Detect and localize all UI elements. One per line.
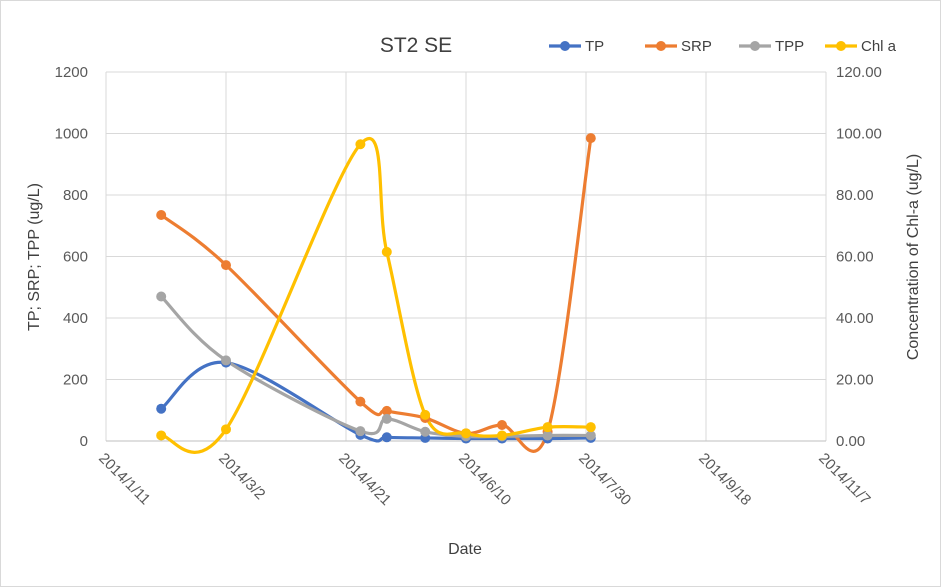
data-point-srp [585, 133, 596, 144]
data-point-srp [355, 396, 366, 407]
y2-tick-label: 60.00 [836, 249, 874, 266]
y2-tick-label: 100.00 [836, 126, 882, 143]
data-point-chl-a [156, 430, 167, 441]
data-point-chl-a [381, 246, 392, 257]
data-point-srp [497, 420, 507, 431]
data-point-chl-a [461, 428, 471, 439]
chart-title: ST2 SE [380, 34, 452, 57]
y-tick-label: 1000 [55, 126, 88, 143]
gridlines [105, 71, 827, 442]
legend-label-chl-a: Chl a [861, 38, 897, 55]
data-point-chl-a [585, 422, 596, 433]
x-tick-label: 2014/1/11 [95, 450, 153, 508]
legend-label-tp: TP [585, 38, 604, 55]
x-tick-label: 2014/4/21 [335, 450, 394, 509]
series-line-tp [159, 360, 593, 443]
data-point-tpp [156, 291, 167, 302]
x-tick-label: 2014/11/7 [815, 450, 873, 508]
data-point-tpp [585, 430, 596, 441]
series-line-tpp [159, 294, 593, 439]
y-axis-ticks: 0 200 400 600 800 1000 1200 [55, 64, 88, 450]
data-point-tpp [542, 430, 553, 441]
series-points [156, 133, 596, 444]
y-tick-label: 200 [63, 372, 88, 389]
y2-tick-label: 20.00 [836, 372, 874, 389]
data-point-chl-a [221, 424, 231, 435]
series-line-srp [159, 136, 593, 453]
data-point-srp [156, 209, 167, 220]
x-axis-title: Date [448, 541, 482, 558]
data-point-chl-a [497, 430, 507, 441]
data-point-chl-a [420, 409, 431, 420]
x-tick-label: 2014/9/18 [695, 450, 754, 509]
x-tick-label: 2014/3/2 [215, 450, 268, 503]
y2-tick-label: 40.00 [836, 310, 874, 327]
data-point-chl-a [542, 422, 553, 433]
series-line-chl-a [159, 136, 593, 454]
y2-tick-label: 0.00 [836, 433, 865, 450]
y2-tick-label: 80.00 [836, 187, 874, 204]
legend-marker-tpp [750, 41, 760, 51]
y-tick-label: 400 [63, 310, 88, 327]
y2-tick-label: 120.00 [836, 64, 882, 81]
legend-marker-chl-a [836, 41, 846, 51]
data-point-tpp [221, 355, 231, 366]
legend-marker-srp [656, 41, 666, 51]
y-tick-label: 1200 [55, 64, 88, 81]
legend-marker-tp [560, 41, 570, 51]
data-point-tp [381, 432, 392, 443]
data-point-srp [381, 405, 392, 416]
data-point-tpp [420, 426, 431, 437]
data-point-tpp [381, 413, 392, 424]
y-tick-label: 800 [63, 187, 88, 204]
data-point-tpp [355, 426, 366, 437]
x-tick-label: 2014/6/10 [455, 450, 514, 509]
legend: TP SRP TPP Chl a [549, 38, 897, 55]
legend-label-tpp: TPP [775, 38, 804, 55]
data-point-srp [221, 260, 231, 271]
y-axis-title: TP; SRP; TPP (ug/L) [26, 183, 43, 331]
x-axis-ticks: 2014/1/11 2014/3/2 2014/4/21 2014/6/10 2014/… [95, 450, 873, 509]
series-lines [159, 136, 593, 454]
y2-axis-ticks: 0.00 20.00 40.00 60.00 80.00 100.00 120.00 [836, 64, 882, 450]
legend-label-srp: SRP [681, 38, 712, 55]
x-tick-label: 2014/7/30 [575, 450, 634, 509]
y2-axis-title: Concentration of Chl-a (ug/L) [905, 154, 922, 360]
y-tick-label: 0 [80, 433, 88, 450]
data-point-tp [156, 403, 167, 414]
data-point-chl-a [355, 139, 366, 150]
y-tick-label: 600 [63, 249, 88, 266]
